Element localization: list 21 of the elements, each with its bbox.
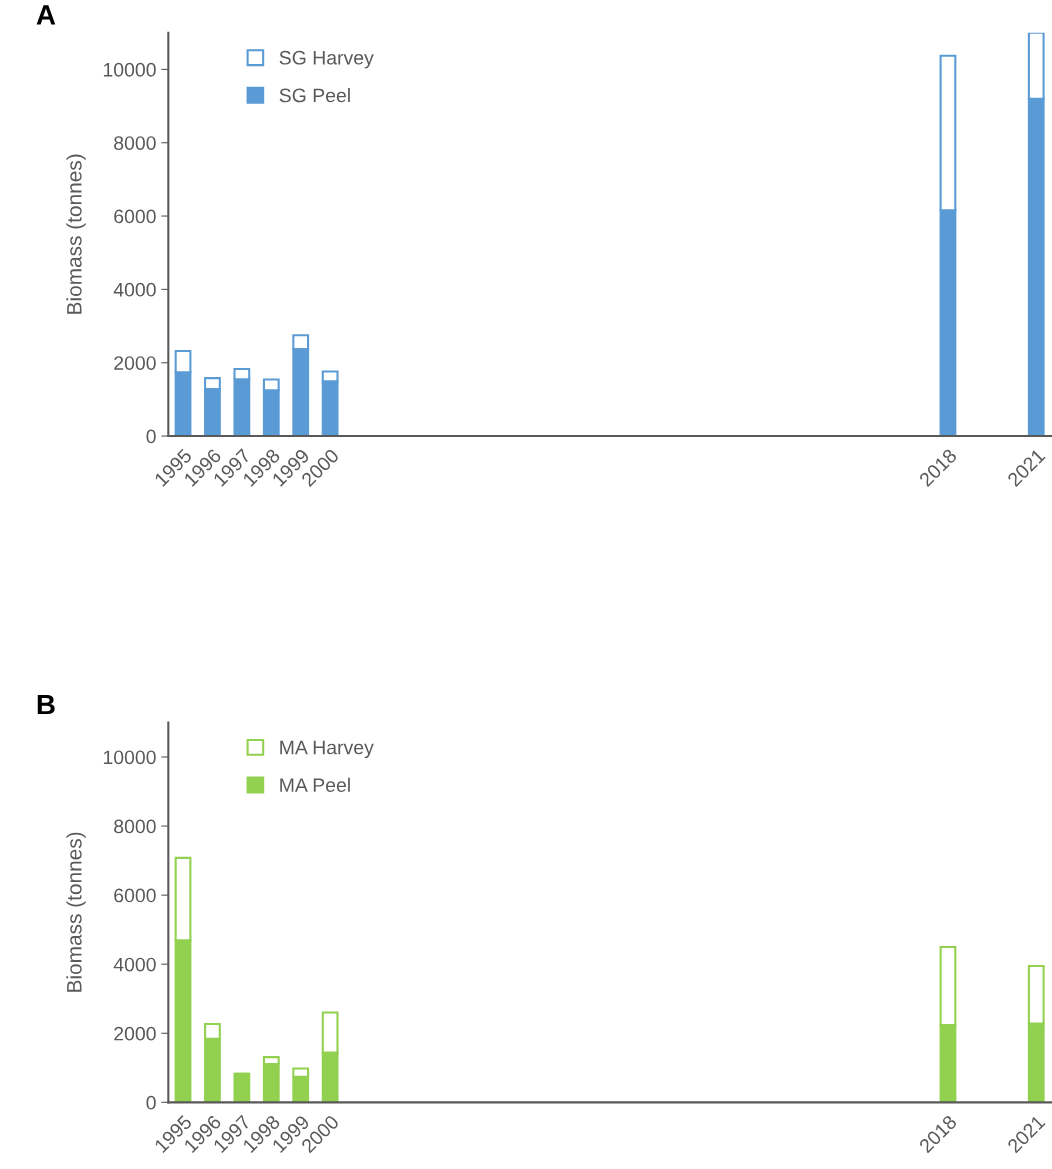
chart-title: A [36,5,56,25]
legend-label: MA Harvey [280,740,374,759]
y-tick-label: 10000 [103,750,156,765]
y-tick-label: 0 [146,1095,156,1110]
y-tick-label: 10000 [103,62,156,77]
y-tick-label: 6000 [114,888,156,903]
y-axis-title: Biomass (tonnes) [66,832,86,992]
y-tick-label: 2000 [114,1026,156,1041]
bar [233,1072,251,1103]
legend-label: SG Harvey [279,50,374,69]
legend-label: MA Peel [280,777,350,792]
y-axis-title: Biomass (tonnes) [66,154,86,314]
legend-label: SG Peel [279,88,350,103]
y-tick-label: 8000 [114,819,156,834]
y-tick-label: 4000 [113,957,156,972]
y-tick-label: 4000 [113,282,156,297]
y-tick-label: 0 [146,429,156,444]
y-tick-label: 6000 [114,209,156,224]
chart-title: B [37,695,55,715]
y-tick-label: 8000 [114,136,156,150]
y-tick-label: 2000 [114,356,156,370]
